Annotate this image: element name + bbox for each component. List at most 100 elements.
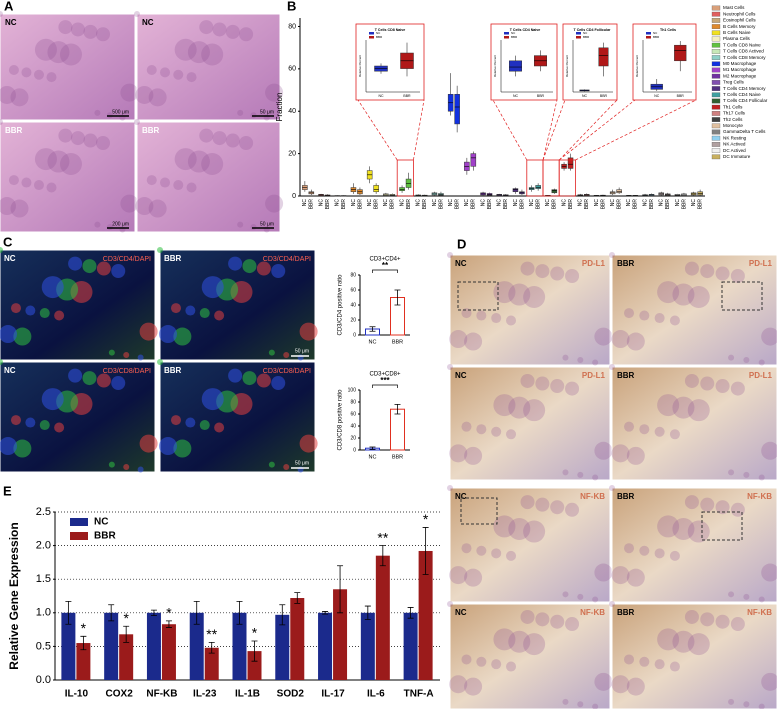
- x-tick-label: IL-23: [193, 689, 217, 700]
- error-bar: [193, 600, 200, 625]
- significance-label: *: [252, 625, 258, 641]
- box: [509, 60, 522, 72]
- tissue-texture: [669, 315, 680, 326]
- x-tick-label: NC: [545, 199, 551, 207]
- x-tick-label: NC: [610, 199, 616, 207]
- bar: [333, 589, 348, 680]
- x-tick-label: BBR: [677, 94, 685, 98]
- tissue-texture: [687, 399, 710, 422]
- bar: [232, 612, 247, 680]
- tissue-texture: [170, 303, 181, 314]
- inset-title: T Cells CD4 Naive: [510, 28, 541, 32]
- tissue-texture: [687, 633, 710, 656]
- zoom-box: [457, 281, 499, 311]
- box: [373, 185, 379, 193]
- y-tick-label: 1.5: [36, 573, 51, 585]
- tissue-texture: [173, 439, 192, 458]
- tissue-texture: [728, 354, 735, 361]
- x-tick-label: NC: [529, 199, 535, 207]
- bar: [290, 598, 305, 680]
- error-bar: [337, 565, 344, 614]
- x-tick-label: NC: [399, 199, 405, 207]
- tissue-texture: [639, 656, 650, 667]
- tissue-texture: [624, 543, 635, 554]
- image-label: BBR: [5, 126, 23, 135]
- zoom-box: [721, 281, 763, 311]
- tissue-texture: [491, 426, 502, 437]
- tissue-texture: [173, 69, 184, 80]
- tissue-texture: [173, 327, 192, 346]
- tissue-texture: [160, 177, 171, 188]
- legend-swatch: [646, 36, 651, 39]
- tissue-texture: [730, 381, 745, 396]
- legend-label: T Cells CD8 Actived: [723, 49, 764, 54]
- legend-swatch: [711, 142, 721, 147]
- significance-label: *: [123, 610, 129, 626]
- x-tick-label: BBR: [535, 199, 541, 210]
- x-tick-label: BBR: [454, 199, 460, 210]
- x-tick-label: NC: [351, 199, 357, 207]
- significance-label: *: [423, 511, 429, 527]
- tissue-texture: [0, 247, 3, 253]
- tissue-texture: [626, 677, 645, 696]
- tissue-texture: [148, 88, 167, 107]
- tissue-texture: [201, 388, 224, 411]
- tissue-texture: [54, 310, 65, 321]
- bar: [418, 550, 433, 680]
- tissue-texture: [611, 330, 630, 349]
- tissue-texture: [730, 269, 745, 284]
- tissue-texture: [0, 325, 17, 344]
- tissue-texture: [120, 194, 139, 213]
- x-tick-label: NC: [383, 199, 389, 207]
- legend-label: M2 Macrophage: [723, 73, 757, 78]
- connector: [558, 99, 636, 161]
- significance-label: **: [377, 529, 388, 545]
- legend-label: T Cells CD4 Naive: [723, 92, 761, 97]
- box: [616, 189, 622, 194]
- tissue-texture: [715, 614, 730, 629]
- micrograph: [136, 121, 281, 233]
- micrograph: [611, 487, 777, 603]
- box: [470, 153, 477, 167]
- tissue-texture: [268, 349, 275, 356]
- tissue-texture: [464, 446, 483, 465]
- tissue-texture: [0, 11, 3, 17]
- x-tick-label: NC: [369, 454, 377, 460]
- y-tick-label: 0: [292, 193, 296, 200]
- tissue-texture: [758, 596, 765, 603]
- tissue-texture: [700, 376, 715, 391]
- marker-label: NF-KB: [747, 492, 772, 501]
- connector: [575, 99, 697, 161]
- tissue-texture: [299, 434, 318, 453]
- legend-label: NK Actived: [723, 142, 746, 147]
- x-tick-label: BBR: [552, 199, 558, 210]
- error-bar: [236, 600, 243, 625]
- tissue-texture: [577, 593, 584, 600]
- tissue-texture: [170, 415, 181, 426]
- tissue-texture: [594, 441, 613, 460]
- y-tick-label: 80: [350, 272, 356, 278]
- tissue-texture: [476, 656, 487, 667]
- error-bar: [407, 607, 414, 619]
- legend-label: NC: [583, 31, 588, 35]
- tissue-texture: [83, 24, 98, 39]
- x-tick-label: NC: [448, 199, 454, 207]
- tissue-texture: [0, 85, 16, 104]
- x-tick-label: BBR: [309, 199, 315, 210]
- tissue-texture: [228, 256, 243, 271]
- connector: [542, 99, 566, 161]
- legend-swatch: [711, 42, 721, 48]
- y-tick-label: 0.0: [36, 674, 51, 686]
- scale-bar-label: 50 μm: [295, 460, 309, 466]
- error-bar: [251, 640, 258, 662]
- x-tick-label: NC: [416, 199, 422, 207]
- tissue-texture: [577, 471, 584, 478]
- zoom-box: [701, 511, 743, 541]
- y-axis-label: Relative Gene Expression: [7, 522, 21, 669]
- image-label: NC: [5, 18, 17, 27]
- tissue-texture: [174, 38, 197, 61]
- y-tick-label: 0: [353, 447, 356, 453]
- micrograph: [0, 13, 136, 121]
- tissue-texture: [160, 67, 171, 78]
- tissue-texture: [461, 654, 472, 665]
